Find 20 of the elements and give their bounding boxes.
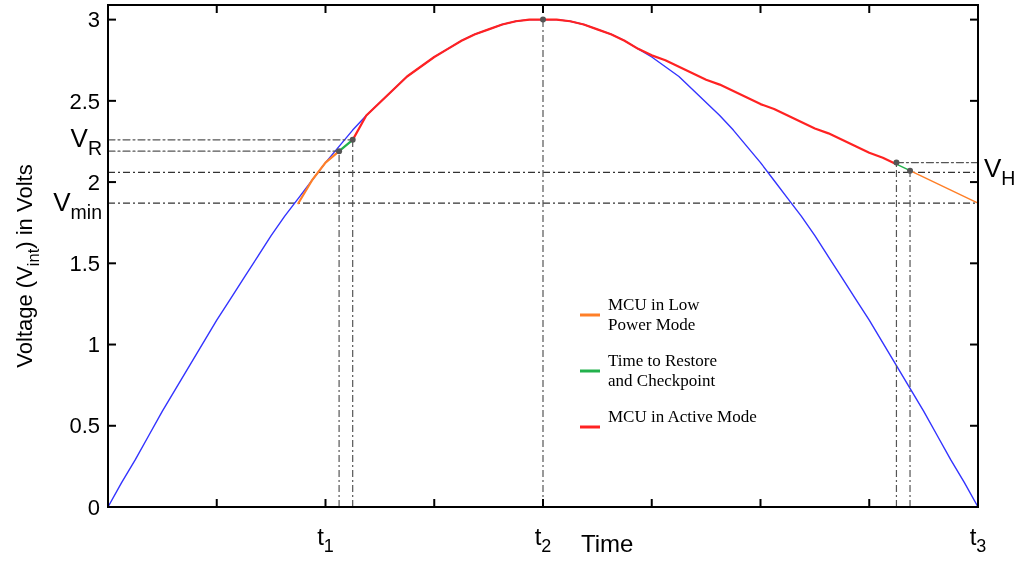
text: V$_{R}$ <box>70 123 102 159</box>
x-axis-title: Time <box>581 530 634 557</box>
point <box>907 167 914 174</box>
annotation: V$_{H}$ <box>984 152 1016 189</box>
legend-label: Time to Restore and Checkpoint <box>608 351 717 390</box>
point <box>349 136 356 143</box>
x-tick-label: t$_{3}$ <box>969 523 987 557</box>
legend-label: MCU in Active Mode <box>608 407 757 426</box>
x-tick-label: t$_{2}$ <box>534 523 552 557</box>
y-tick-label: 0.5 <box>69 413 100 439</box>
point <box>336 148 343 155</box>
x-tick-label: t$_{1}$ <box>317 523 334 557</box>
point <box>893 159 900 166</box>
y-tick-label: 0 <box>87 494 100 520</box>
y-tick-label: 1.5 <box>69 251 100 277</box>
y-tick-label: 1 <box>87 332 100 358</box>
legend-label: MCU in Low Power Mode <box>608 295 701 334</box>
y-tick-label: 3 <box>87 7 100 33</box>
point <box>540 16 546 23</box>
y-tick-label: 2.5 <box>69 88 100 114</box>
